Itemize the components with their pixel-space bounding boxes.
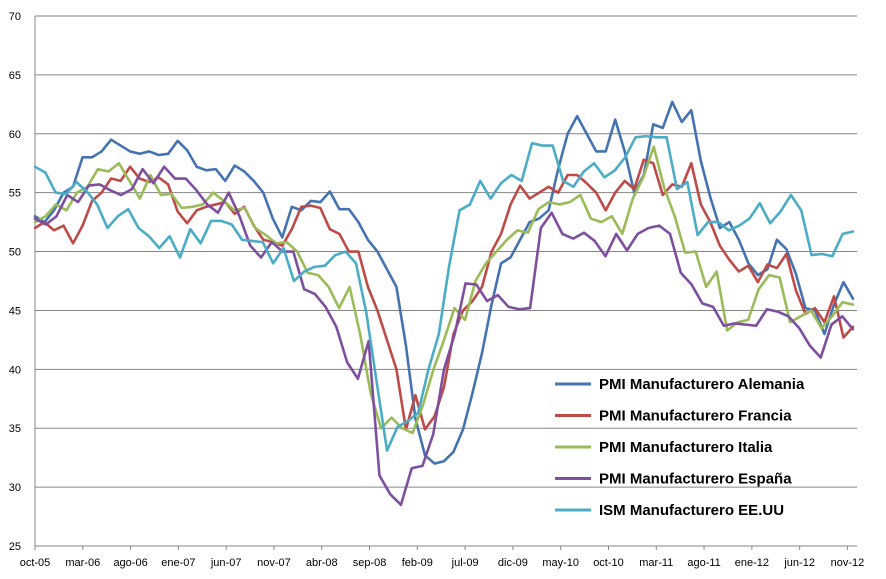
x-tick-label: jun-12 <box>783 557 815 569</box>
y-tick-label: 60 <box>9 129 21 141</box>
legend-label: PMI Manufacturero Alemania <box>599 376 805 393</box>
x-tick-label: feb-09 <box>402 557 433 569</box>
legend-label: PMI Manufacturero España <box>599 471 792 488</box>
x-tick-label: ago-06 <box>113 557 147 569</box>
x-tick-label: sep-08 <box>353 557 387 569</box>
y-tick-label: 55 <box>9 188 21 200</box>
y-tick-label: 40 <box>9 364 21 376</box>
x-tick-label: abr-08 <box>306 557 338 569</box>
x-tick-label: may-10 <box>542 557 579 569</box>
y-tick-label: 45 <box>9 305 21 317</box>
x-tick-label: oct-05 <box>20 557 51 569</box>
x-tick-label: mar-06 <box>65 557 100 569</box>
y-tick-label: 35 <box>9 423 21 435</box>
legend-label: ISM Manufacturero EE.UU <box>599 502 784 519</box>
x-tick-label: ago-11 <box>687 557 720 569</box>
x-tick-label: oct-10 <box>593 557 624 569</box>
y-tick-label: 50 <box>9 247 21 259</box>
x-tick-label: nov-07 <box>257 557 291 569</box>
y-tick-label: 70 <box>9 11 21 23</box>
series-line-5 <box>33 134 855 452</box>
y-tick-label: 30 <box>9 482 21 494</box>
legend-label: PMI Manufacturero Francia <box>599 408 792 425</box>
series-line-4 <box>33 165 855 507</box>
x-tick-label: ene-12 <box>735 557 769 569</box>
series-line-3 <box>33 145 855 435</box>
y-tick-label: 65 <box>9 70 21 82</box>
x-tick-label: dic-09 <box>498 557 528 569</box>
x-tick-label: jul-09 <box>451 557 479 569</box>
legend: PMI Manufacturero Alemania PMI Manufactur… <box>555 376 805 519</box>
series-line-1 <box>33 100 855 465</box>
legend-label: PMI Manufacturero Italia <box>599 439 773 456</box>
x-tick-label: mar-11 <box>639 557 673 569</box>
x-tick-label: jun-07 <box>210 557 242 569</box>
x-tick-label: ene-07 <box>161 557 195 569</box>
x-axis: oct-05 mar-06 ago-06 ene-07 jun-07 nov-07 abr-… <box>20 546 865 569</box>
x-tick-label: nov-12 <box>831 557 865 569</box>
series-lines <box>33 100 855 507</box>
y-tick-label: 25 <box>9 541 21 553</box>
plot-area <box>34 16 857 547</box>
y-axis: 25 30 35 40 45 50 55 60 65 70 <box>9 11 21 553</box>
